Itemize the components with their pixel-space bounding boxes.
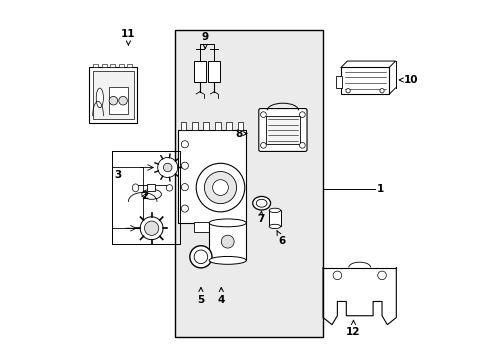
Circle shape [157,157,177,177]
Text: 2: 2 [141,191,148,201]
Text: 10: 10 [398,75,417,85]
Circle shape [204,171,236,204]
Text: 1: 1 [376,184,383,194]
Text: 12: 12 [346,320,360,337]
Bar [192,122,197,130]
Bar [178,130,246,223]
Bar [265,116,299,144]
Circle shape [299,143,305,148]
Bar [110,64,115,67]
Bar [108,87,128,114]
Ellipse shape [209,256,246,264]
Circle shape [181,184,188,191]
Circle shape [332,271,341,280]
Bar [208,61,220,82]
FancyBboxPatch shape [258,109,306,152]
Ellipse shape [189,246,212,268]
Bar [93,64,98,67]
Bar [180,122,186,130]
Text: 7: 7 [256,211,264,224]
Circle shape [109,96,118,105]
Text: 3: 3 [114,170,121,180]
Bar [89,67,137,123]
Ellipse shape [194,250,207,264]
Circle shape [260,112,266,117]
Bar [237,122,243,130]
Circle shape [163,163,172,172]
Circle shape [181,141,188,148]
Text: 6: 6 [276,230,285,246]
Bar [119,64,123,67]
Bar [194,222,230,232]
Bar [340,67,388,94]
Ellipse shape [209,219,246,227]
Circle shape [212,180,228,195]
Circle shape [181,205,188,212]
Text: 8: 8 [235,129,246,139]
Ellipse shape [268,224,280,229]
Circle shape [221,235,234,248]
Ellipse shape [256,199,266,207]
Circle shape [345,89,349,93]
Text: 5: 5 [197,287,204,305]
Circle shape [379,89,384,93]
Circle shape [196,163,244,212]
Ellipse shape [252,197,270,210]
Circle shape [377,271,386,280]
Circle shape [299,112,305,117]
Bar [102,64,107,67]
Circle shape [140,217,163,240]
Bar [209,223,246,260]
Bar [203,122,209,130]
Ellipse shape [132,184,139,192]
Bar [147,184,155,192]
Bar [335,76,341,88]
Bar [194,61,205,82]
Ellipse shape [142,189,161,199]
Text: 11: 11 [121,28,135,45]
Bar [214,122,220,130]
Ellipse shape [166,185,172,191]
Ellipse shape [268,208,280,212]
Circle shape [181,162,188,169]
Text: 9: 9 [201,32,208,49]
Bar [127,64,132,67]
Text: 4: 4 [217,287,224,305]
Circle shape [260,143,266,148]
Circle shape [119,96,127,105]
Bar [268,210,280,226]
Bar [93,71,134,119]
Ellipse shape [96,88,103,108]
Circle shape [144,221,159,235]
Bar [226,122,231,130]
Bar [175,30,323,337]
Bar [112,152,180,244]
